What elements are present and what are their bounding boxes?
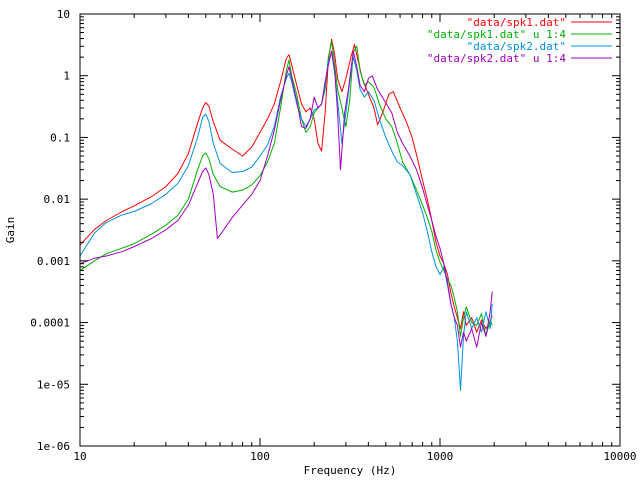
y-tick-label: 10 xyxy=(57,8,70,21)
y-tick-label: 0.001 xyxy=(37,255,70,268)
ticks-layer xyxy=(79,13,621,447)
legend-label: "data/spk1.dat" u 1:4 xyxy=(427,28,566,41)
series-layer xyxy=(79,38,493,391)
legend-label: "data/spk1.dat" xyxy=(467,16,566,29)
x-tick-label: 10 xyxy=(73,450,86,463)
y-tick-label: 0.1 xyxy=(50,131,70,144)
x-tick-label: 1000 xyxy=(427,450,454,463)
y-tick-label: 1 xyxy=(63,70,70,83)
y-tick-label: 0.0001 xyxy=(30,317,70,330)
plot-frame xyxy=(79,13,621,447)
x-axis-label: Frequency (Hz) xyxy=(304,464,397,477)
legend: "data/spk1.dat""data/spk1.dat" u 1:4"dat… xyxy=(427,16,612,65)
y-tick-label: 0.01 xyxy=(44,193,71,206)
x-tick-label: 100 xyxy=(250,450,270,463)
legend-label: "data/spk2.dat" xyxy=(467,40,566,53)
tick-labels-layer: 10 100 1000 10000 10 1 0.1 0.01 0.001 0.0001 1e-05… xyxy=(30,8,636,463)
series-line-1 xyxy=(79,38,493,333)
y-tick-label: 1e-06 xyxy=(37,440,70,453)
series-line-2 xyxy=(79,40,493,337)
x-tick-label: 10000 xyxy=(603,450,636,463)
series-line-4 xyxy=(79,50,493,348)
y-tick-label: 1e-05 xyxy=(37,378,70,391)
legend-label: "data/spk2.dat" u 1:4 xyxy=(427,52,566,65)
y-axis-label: Gain xyxy=(4,217,17,244)
